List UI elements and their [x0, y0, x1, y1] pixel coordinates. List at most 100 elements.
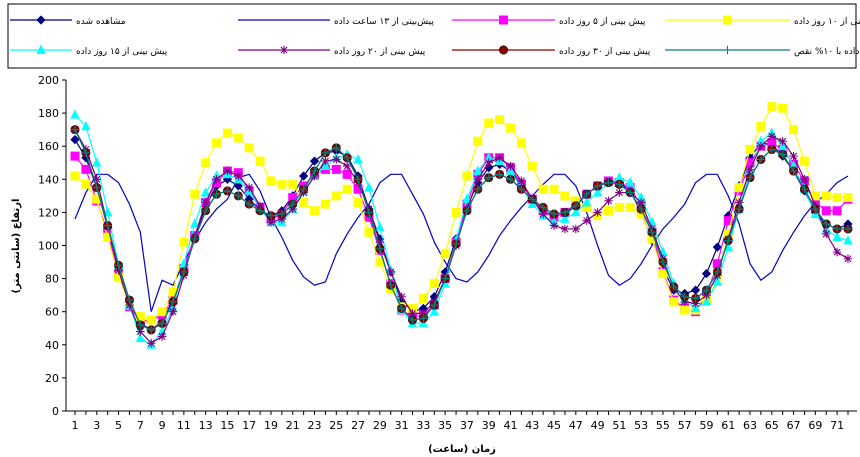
x-tick-label: 27	[351, 419, 365, 432]
series-2	[74, 173, 849, 312]
data-point	[517, 176, 526, 186]
data-point	[582, 216, 591, 225]
x-tick-label: 59	[699, 419, 713, 432]
data-point	[255, 156, 265, 166]
data-point	[604, 196, 613, 206]
data-point	[157, 319, 167, 328]
data-point	[789, 151, 798, 161]
x-tick-label: 35	[438, 419, 452, 432]
data-point	[811, 204, 820, 214]
data-point	[767, 101, 777, 111]
x-tick-label: 23	[308, 419, 322, 432]
data-point	[92, 175, 101, 184]
plot-area	[65, 80, 857, 412]
data-point	[690, 285, 701, 295]
series-7	[70, 125, 853, 335]
data-point	[136, 320, 145, 330]
data-point	[244, 183, 254, 192]
data-point	[168, 307, 178, 316]
data-point	[408, 315, 417, 325]
data-point	[223, 186, 232, 196]
data-point	[495, 153, 504, 162]
data-point	[146, 315, 156, 325]
x-tick-label: 7	[137, 419, 144, 432]
data-point	[277, 179, 287, 189]
data-point	[527, 161, 537, 171]
data-point	[342, 153, 352, 162]
data-point	[473, 175, 483, 184]
data-point	[822, 219, 831, 229]
data-point	[375, 221, 385, 232]
data-point	[310, 206, 320, 216]
data-point	[92, 183, 101, 192]
y-axis-title: ارتفاع (سانتی متر)	[11, 199, 22, 294]
data-point	[560, 224, 570, 234]
data-point	[517, 185, 526, 194]
data-point	[190, 218, 200, 228]
data-point	[821, 191, 831, 201]
data-point	[135, 332, 146, 343]
data-point	[212, 175, 221, 184]
x-tick-label: 71	[830, 419, 844, 432]
data-point	[462, 206, 472, 215]
data-point	[429, 279, 439, 289]
data-point	[789, 125, 799, 135]
data-point	[288, 179, 298, 189]
data-point	[593, 181, 602, 191]
data-point	[528, 194, 537, 204]
data-point	[658, 269, 668, 279]
x-tick-label: 11	[177, 419, 191, 432]
data-point	[364, 182, 374, 192]
legend: مشاهده شده پیش‌بینی از ۱۳ ساعت داده پیش بی…	[7, 3, 860, 69]
y-tick-label: 120	[38, 206, 59, 219]
data-point	[473, 136, 483, 146]
data-point	[506, 161, 515, 171]
data-point	[832, 231, 842, 242]
data-point	[506, 175, 515, 184]
data-point	[734, 198, 744, 207]
legend-item: مشاهده شده	[10, 15, 126, 27]
series-line	[74, 105, 848, 321]
data-point	[701, 296, 712, 306]
data-point	[419, 309, 428, 318]
data-point	[473, 185, 483, 194]
x-tick-label: 15	[220, 419, 234, 432]
data-point	[767, 145, 776, 154]
data-point	[147, 338, 156, 348]
data-point	[266, 211, 276, 220]
legend-label: پیش بینی از ۱۵ روز داده	[76, 47, 168, 57]
data-point	[147, 325, 156, 335]
data-point	[375, 237, 385, 247]
y-tick-label: 200	[38, 74, 59, 87]
data-point	[680, 292, 689, 302]
data-point	[201, 198, 210, 207]
data-point	[70, 109, 80, 119]
x-tick-label: 17	[242, 419, 256, 432]
y-axis: 0 20 40 60 80 100 120 140 160 180 200	[38, 74, 66, 418]
data-point	[200, 187, 211, 197]
data-point	[342, 161, 352, 171]
data-point	[680, 297, 689, 306]
data-point	[266, 176, 276, 186]
data-point	[157, 332, 167, 341]
data-point	[712, 276, 723, 286]
x-tick-label: 33	[416, 419, 430, 432]
x-tick-label: 61	[721, 419, 735, 432]
data-point	[745, 173, 755, 182]
data-point	[680, 305, 690, 315]
legend-box	[7, 3, 857, 69]
x-tick-label: 39	[482, 419, 496, 432]
y-tick-label: 160	[38, 140, 59, 153]
data-point	[408, 309, 417, 318]
data-point	[745, 165, 755, 174]
data-point	[223, 166, 232, 176]
data-point	[81, 164, 91, 174]
data-point	[451, 207, 461, 217]
data-point	[505, 123, 515, 133]
series-4	[70, 101, 853, 325]
data-point	[419, 314, 428, 323]
data-point	[201, 158, 211, 168]
data-point	[800, 175, 809, 184]
data-point	[386, 267, 395, 277]
data-point	[789, 166, 798, 176]
